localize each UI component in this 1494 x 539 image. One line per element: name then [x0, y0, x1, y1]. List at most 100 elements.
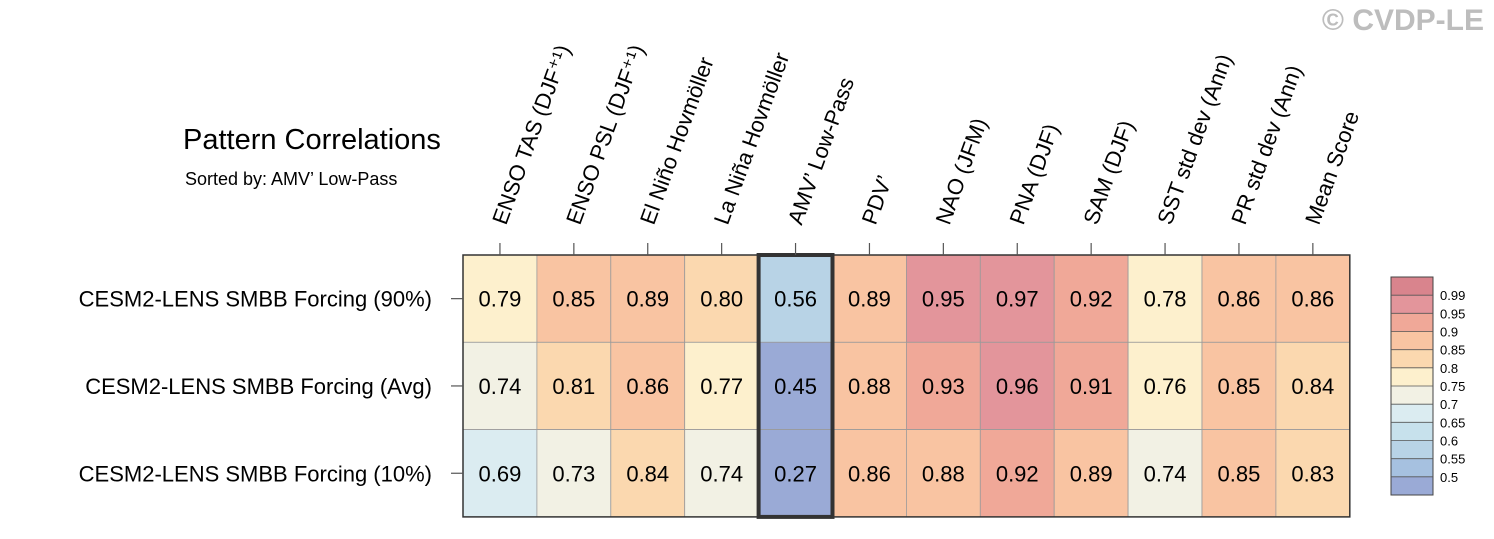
heatmap-cell [536, 254, 612, 343]
colorbar-bin [1391, 367, 1433, 386]
colorbar-label: 0.99 [1440, 288, 1465, 303]
column-label: AMV’ Low-Pass [783, 74, 859, 228]
colorbar-label: 0.5 [1440, 470, 1458, 485]
heatmap-cell [1053, 429, 1129, 518]
heatmap-cell [1053, 254, 1129, 343]
cell-value-label: 0.45 [774, 374, 817, 399]
cell-value-label: 0.89 [626, 287, 669, 312]
heatmap-cell [906, 429, 981, 518]
colorbar-bin [1391, 331, 1433, 350]
heatmap-cell [832, 429, 907, 518]
cell-value-label: 0.92 [1070, 287, 1113, 312]
colorbar-bin [1391, 295, 1433, 314]
cell-value-label: 0.91 [1070, 374, 1113, 399]
heatmap-cell [1275, 341, 1351, 430]
heatmap-cell [1201, 254, 1277, 343]
cell-value-label: 0.74 [700, 461, 743, 486]
colorbar-bin [1391, 349, 1433, 368]
heatmap-cell [1201, 341, 1277, 430]
colorbar-bin [1391, 313, 1433, 332]
cell-value-label: 0.80 [700, 287, 743, 312]
column-label: PNA (DJF) [1004, 120, 1063, 227]
cell-value-label: 0.83 [1291, 461, 1334, 486]
cell-value-label: 0.74 [1144, 461, 1187, 486]
cell-value-label: 0.56 [774, 287, 817, 312]
cell-value-label: 0.81 [552, 374, 595, 399]
heatmap-cell [1127, 429, 1203, 518]
colorbar-label: 0.6 [1440, 434, 1458, 449]
heatmap-cell [1275, 429, 1351, 518]
cell-value-label: 0.74 [479, 374, 522, 399]
column-label: ENSO PSL (DJF⁺¹) [561, 41, 649, 227]
colorbar-label: 0.7 [1440, 397, 1458, 412]
colorbar-label: 0.95 [1440, 306, 1465, 321]
cell-value-label: 0.92 [996, 461, 1039, 486]
colorbar-bin [1391, 458, 1433, 477]
column-label: ENSO TAS (DJF⁺¹) [487, 41, 575, 227]
cell-value-label: 0.79 [479, 287, 522, 312]
cell-value-label: 0.27 [774, 461, 817, 486]
colorbar-bin [1391, 422, 1433, 441]
cell-value-label: 0.93 [922, 374, 965, 399]
colorbar-bin [1391, 386, 1433, 405]
cell-value-label: 0.86 [1291, 287, 1334, 312]
colorbar-label: 0.8 [1440, 361, 1458, 376]
column-label: La Niña Hovmöller [709, 49, 794, 228]
watermark: © CVDP-LE [1321, 4, 1484, 37]
colorbar-bin [1391, 404, 1433, 423]
heatmap-cell [610, 254, 686, 343]
cell-value-label: 0.84 [1291, 374, 1334, 399]
colorbar-label: 0.9 [1440, 325, 1458, 340]
cell-value-label: 0.89 [848, 287, 891, 312]
heatmap-cell [1053, 341, 1129, 430]
heatmap-cell [906, 341, 981, 430]
row-label: CESM2-LENS SMBB Forcing (10%) [79, 461, 432, 486]
cell-value-label: 0.76 [1144, 374, 1187, 399]
heatmap-cell [979, 341, 1055, 430]
cell-value-label: 0.85 [1218, 461, 1261, 486]
colorbar-label: 0.55 [1440, 452, 1465, 467]
cell-value-label: 0.69 [479, 461, 522, 486]
cell-value-label: 0.88 [922, 461, 965, 486]
heatmap-cell [610, 429, 686, 518]
cell-value-label: 0.89 [1070, 461, 1113, 486]
heatmap-cell [979, 254, 1055, 343]
heatmap-cell [1275, 254, 1351, 343]
cell-value-label: 0.88 [848, 374, 891, 399]
cell-value-label: 0.96 [996, 374, 1039, 399]
colorbar-label: 0.65 [1440, 415, 1465, 430]
cell-value-label: 0.86 [626, 374, 669, 399]
cell-value-label: 0.85 [1218, 374, 1261, 399]
column-label: PR std dev (Ann) [1226, 62, 1307, 228]
column-label: SAM (DJF) [1078, 117, 1139, 228]
chart-subtitle: Sorted by: AMV’ Low-Pass [185, 169, 398, 189]
colorbar-bin [1391, 476, 1433, 495]
column-label: NAO (JFM) [931, 115, 993, 228]
heatmap-cell [462, 429, 538, 518]
heatmap-cell [832, 341, 907, 430]
cell-value-label: 0.97 [996, 287, 1039, 312]
cell-value-label: 0.86 [1218, 287, 1261, 312]
cell-value-label: 0.77 [700, 374, 743, 399]
heatmap-cell [462, 341, 538, 430]
colorbar-label: 0.85 [1440, 343, 1465, 358]
column-label: El Niño Hovmöller [635, 54, 719, 228]
cell-value-label: 0.78 [1144, 287, 1187, 312]
column-label: SST std dev (Ann) [1152, 51, 1237, 228]
chart-title: Pattern Correlations [183, 124, 441, 156]
cell-value-label: 0.86 [848, 461, 891, 486]
row-label: CESM2-LENS SMBB Forcing (90%) [79, 287, 432, 312]
column-label: Mean Score [1300, 108, 1364, 228]
row-label: CESM2-LENS SMBB Forcing (Avg) [85, 374, 432, 399]
cell-value-label: 0.84 [626, 461, 669, 486]
colorbar-bin [1391, 277, 1433, 296]
heatmap-cell [758, 341, 833, 430]
cell-value-label: 0.85 [552, 287, 595, 312]
colorbar-bin [1391, 440, 1433, 459]
cell-value-label: 0.73 [552, 461, 595, 486]
colorbar-label: 0.75 [1440, 379, 1465, 394]
heatmap-cell [684, 429, 760, 518]
column-label: PDV’ [857, 172, 898, 228]
heatmap-cell [610, 341, 686, 430]
